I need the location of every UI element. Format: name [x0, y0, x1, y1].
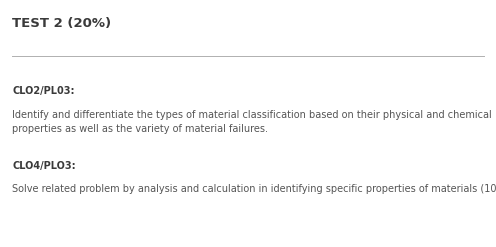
- Text: CLO2/PL03:: CLO2/PL03:: [12, 86, 75, 96]
- Text: CLO4/PLO3:: CLO4/PLO3:: [12, 161, 76, 170]
- Text: TEST 2 (20%): TEST 2 (20%): [12, 17, 112, 30]
- Text: Solve related problem by analysis and calculation in identifying specific proper: Solve related problem by analysis and ca…: [12, 184, 496, 194]
- Text: Identify and differentiate the types of material classification based on their p: Identify and differentiate the types of …: [12, 110, 492, 134]
